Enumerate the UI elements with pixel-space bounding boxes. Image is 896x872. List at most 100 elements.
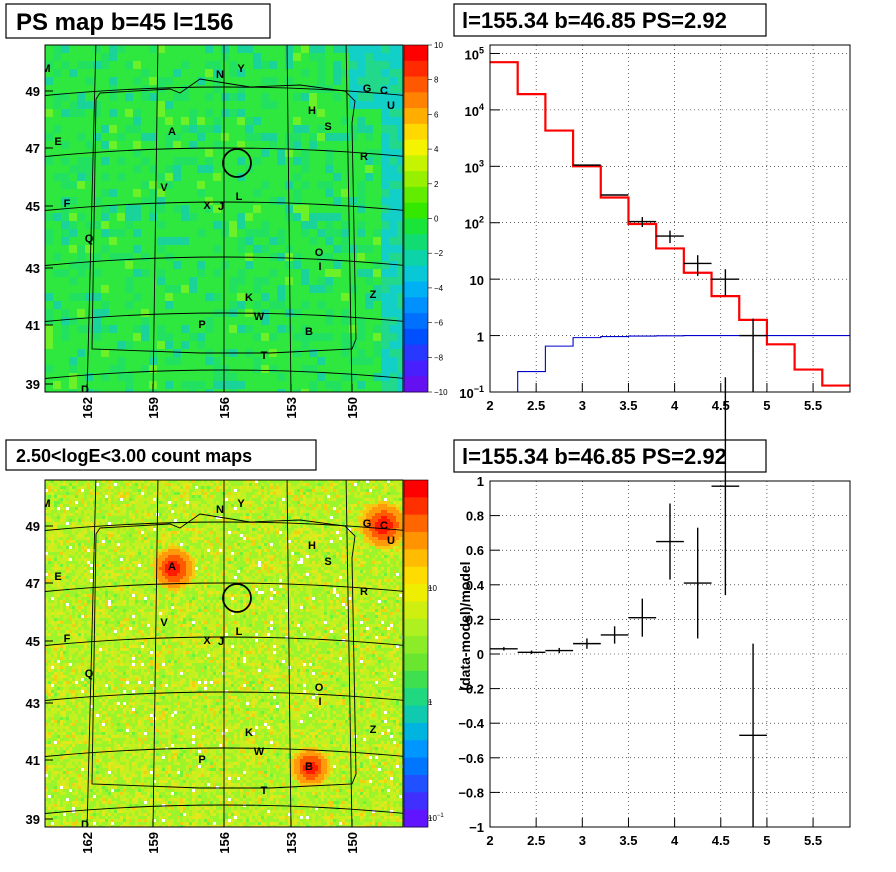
map-cell [133, 165, 141, 173]
map-cell [181, 373, 189, 381]
map-cell [228, 489, 231, 492]
map-cell [173, 309, 181, 317]
map-cell [210, 498, 213, 501]
map-cell [81, 504, 84, 507]
latitude-gridline [45, 147, 403, 157]
map-cell [157, 389, 165, 392]
map-cell [81, 549, 84, 552]
map-cell [159, 504, 162, 507]
map-cell [149, 101, 157, 109]
map-cell [225, 492, 228, 495]
map-cell [397, 237, 403, 245]
map-cell [85, 101, 93, 109]
map-cell [69, 133, 77, 141]
map-cell [72, 516, 75, 519]
map-cell [144, 516, 147, 519]
map-cell [114, 495, 117, 498]
map-cell [141, 510, 144, 513]
map-cell [93, 77, 101, 85]
map-cell [261, 492, 264, 495]
map-cell [90, 486, 93, 489]
map-cell [53, 165, 61, 173]
map-cell [225, 528, 228, 531]
map-cell [111, 507, 114, 510]
map-cell [168, 486, 171, 489]
map-cell [249, 546, 252, 549]
map-cell [258, 525, 261, 528]
map-cell [315, 507, 318, 510]
map-cell [270, 510, 273, 513]
map-cell [213, 77, 221, 85]
map-cell [174, 495, 177, 498]
map-cell [221, 181, 229, 189]
map-cell [45, 381, 53, 389]
map-cell [321, 489, 324, 492]
map-cell [345, 531, 348, 534]
map-cell [228, 546, 231, 549]
map-cell [252, 519, 255, 522]
map-cell [205, 85, 213, 93]
map-cell [165, 489, 168, 492]
map-cell [78, 519, 81, 522]
map-cell [357, 325, 365, 333]
map-cell [253, 61, 261, 69]
map-cell [381, 489, 384, 492]
map-cell [341, 61, 349, 69]
map-cell [269, 181, 277, 189]
map-cell [240, 522, 243, 525]
map-cell [381, 173, 389, 181]
map-cell [77, 61, 85, 69]
map-cell [309, 285, 317, 293]
map-cell [69, 117, 77, 125]
map-cell [181, 269, 189, 277]
map-cell [237, 77, 245, 85]
map-cell [51, 510, 54, 513]
map-cell [60, 495, 63, 498]
map-cell [318, 483, 321, 486]
map-cell [93, 513, 96, 516]
map-cell [126, 549, 129, 552]
map-cell [120, 540, 123, 543]
map-cell [85, 285, 93, 293]
map-cell [309, 61, 317, 69]
map-cell [228, 537, 231, 540]
map-cell [387, 495, 390, 498]
map-cell [277, 53, 285, 61]
map-cell [109, 85, 117, 93]
map-cell [321, 501, 324, 504]
map-cell [294, 540, 297, 543]
map-cell [285, 293, 293, 301]
map-cell [61, 133, 69, 141]
ps-map-title-box [5, 3, 271, 39]
map-cell [381, 389, 389, 392]
map-cell [245, 53, 253, 61]
map-cell [207, 495, 210, 498]
ps-colorbar-swatch [404, 360, 428, 377]
map-cell [201, 498, 204, 501]
map-cell [301, 197, 309, 205]
map-cell [387, 528, 390, 531]
map-cell [303, 537, 306, 540]
source-label: M [41, 63, 50, 75]
map-cell [276, 516, 279, 519]
map-cell [81, 501, 84, 504]
map-cell [181, 229, 189, 237]
map-cell [312, 483, 315, 486]
map-cell [357, 77, 365, 85]
map-cell [81, 534, 84, 537]
map-cell [197, 389, 205, 392]
map-cell [390, 507, 393, 510]
map-cell [157, 45, 165, 53]
map-cell [210, 540, 213, 543]
map-cell [125, 117, 133, 125]
map-cell [77, 333, 85, 341]
map-cell [171, 522, 174, 525]
map-cell [293, 325, 301, 333]
map-cell [345, 546, 348, 549]
map-cell [277, 373, 285, 381]
map-cell [345, 543, 348, 546]
map-cell [246, 507, 249, 510]
map-cell [219, 546, 222, 549]
map-cell [291, 546, 294, 549]
map-cell [198, 498, 201, 501]
